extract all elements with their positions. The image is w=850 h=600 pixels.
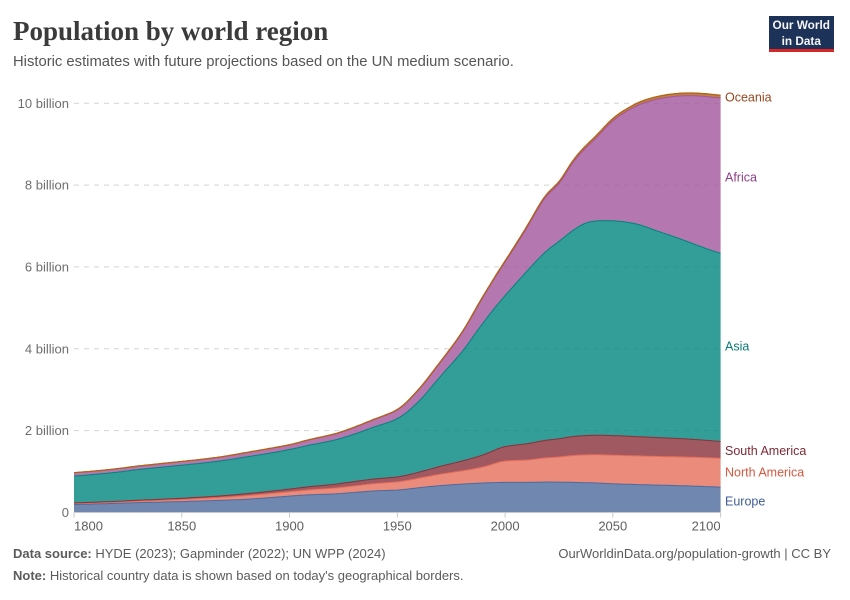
svg-text:4 billion: 4 billion: [25, 341, 69, 356]
svg-text:South America: South America: [725, 444, 806, 458]
svg-text:Europe: Europe: [725, 494, 765, 508]
svg-text:1800: 1800: [74, 519, 103, 534]
svg-text:Africa: Africa: [725, 170, 757, 184]
svg-text:1850: 1850: [167, 519, 196, 534]
svg-text:North America: North America: [725, 466, 804, 480]
svg-text:2050: 2050: [598, 519, 627, 534]
svg-text:1950: 1950: [383, 519, 412, 534]
svg-text:8 billion: 8 billion: [25, 178, 69, 193]
svg-text:2100: 2100: [692, 519, 721, 534]
svg-text:6 billion: 6 billion: [25, 260, 69, 275]
svg-text:2000: 2000: [491, 519, 520, 534]
svg-text:0: 0: [62, 505, 69, 520]
svg-text:1900: 1900: [275, 519, 304, 534]
svg-text:Oceania: Oceania: [725, 90, 772, 104]
svg-text:2 billion: 2 billion: [25, 423, 69, 438]
svg-text:10 billion: 10 billion: [18, 96, 69, 111]
svg-text:Asia: Asia: [725, 339, 749, 353]
